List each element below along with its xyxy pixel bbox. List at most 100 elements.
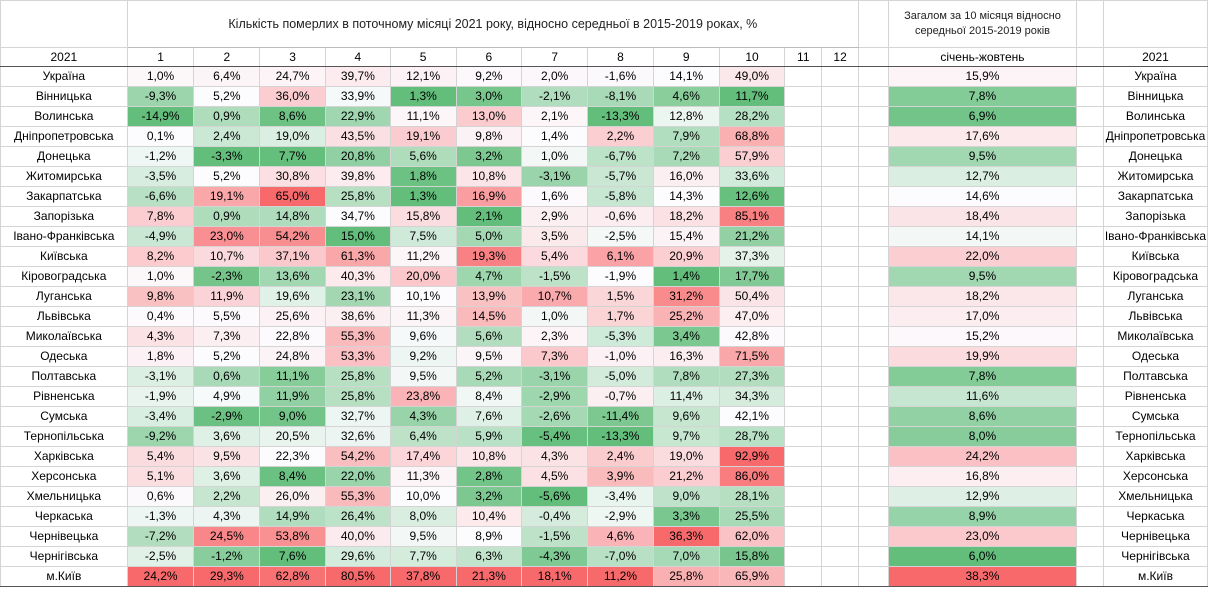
month-value-cell: -2,9% — [587, 506, 654, 527]
month-value-cell: 9,5% — [455, 346, 523, 367]
month-value-cell: 16,3% — [652, 346, 720, 367]
total-value-cell: 7,8% — [887, 366, 1078, 387]
table-row: Івано-Франківська -4,9% 23,0% 54,2% 15,0% 7,5… — [0, 226, 1208, 247]
month-value-cell: 15,8% — [389, 206, 457, 227]
month-value-cell: 1,5% — [587, 286, 654, 307]
empty-month-cell — [821, 166, 860, 187]
month-value-cell: 0,9% — [193, 206, 261, 227]
header-row: 2021 1 2 3 4 5 6 7 8 9 10 11 12 січень-жовтень 2021 — [0, 47, 1208, 67]
month-value-cell: 31,2% — [652, 286, 720, 307]
month-value-cell: 62,0% — [718, 526, 786, 547]
month-value-cell: 0,1% — [126, 126, 195, 147]
month-value-cell: 62,8% — [259, 566, 326, 587]
month-value-cell: 14,5% — [455, 306, 523, 327]
month-value-cell: 9,8% — [455, 126, 523, 147]
region-name: Житомирська — [0, 166, 128, 187]
region-name: Херсонська — [0, 466, 128, 487]
month-value-cell: 8,4% — [455, 386, 523, 407]
month-value-cell: -1,2% — [126, 146, 195, 167]
region-name-right: Хмельницька — [1102, 486, 1208, 507]
month-value-cell: 20,0% — [389, 266, 457, 287]
month-value-cell: 3,4% — [652, 326, 720, 347]
total-title: Загалом за 10 місяця відносно середньої … — [887, 0, 1078, 48]
month-value-cell: 2,1% — [521, 106, 589, 127]
month-value-cell: 12,8% — [652, 106, 720, 127]
empty-month-cell — [821, 106, 860, 127]
month-value-cell: -0,7% — [587, 386, 654, 407]
month-header: 1 — [126, 47, 195, 67]
month-value-cell: 7,6% — [259, 546, 326, 567]
period-header: січень-жовтень — [887, 47, 1078, 67]
region-name: Донецька — [0, 146, 128, 167]
month-value-cell: 1,4% — [652, 266, 720, 287]
table-body: Кількість померлих в поточному місяці 20… — [0, 0, 1208, 587]
month-value-cell: 11,2% — [587, 566, 654, 587]
month-value-cell: 33,9% — [324, 86, 391, 107]
month-value-cell: 6,1% — [587, 246, 654, 267]
total-value-cell: 9,5% — [887, 146, 1078, 167]
month-value-cell: 3,0% — [455, 86, 523, 107]
empty-month-cell — [821, 486, 860, 507]
empty-month-cell — [784, 66, 823, 87]
total-value-cell: 18,2% — [887, 286, 1078, 307]
table-row: Рівненська -1,9% 4,9% 11,9% 25,8% 23,8% 8,4% -2… — [0, 386, 1208, 407]
region-name: Хмельницька — [0, 486, 128, 507]
month-value-cell: 61,3% — [324, 246, 391, 267]
month-value-cell: 2,4% — [193, 126, 261, 147]
month-value-cell: 5,2% — [193, 86, 261, 107]
region-name-right: Миколаївська — [1102, 326, 1208, 347]
region-name: Чернігівська — [0, 546, 128, 567]
month-value-cell: 9,5% — [389, 526, 457, 547]
month-value-cell: 5,2% — [193, 166, 261, 187]
empty-month-cell — [784, 506, 823, 527]
month-value-cell: -3,1% — [521, 166, 589, 187]
month-value-cell: 10,0% — [389, 486, 457, 507]
month-value-cell: 37,3% — [718, 246, 786, 267]
region-name: Тернопільська — [0, 426, 128, 447]
region-name: Дніпропетровська — [0, 126, 128, 147]
empty-month-cell — [784, 246, 823, 267]
empty-month-cell — [821, 226, 860, 247]
month-value-cell: 1,0% — [521, 306, 589, 327]
month-header: 9 — [652, 47, 720, 67]
month-value-cell: -3,3% — [193, 146, 261, 167]
month-value-cell: 9,7% — [652, 426, 720, 447]
empty-month-cell — [784, 126, 823, 147]
month-value-cell: 9,5% — [193, 446, 261, 467]
table-row: Луганська 9,8% 11,9% 19,6% 23,1% 10,1% 13,9% 10… — [0, 286, 1208, 307]
empty-month-cell — [821, 566, 860, 587]
empty-month-cell — [821, 246, 860, 267]
total-value-cell: 8,0% — [887, 426, 1078, 447]
month-value-cell: 3,3% — [652, 506, 720, 527]
month-value-cell: 3,2% — [455, 146, 523, 167]
month-value-cell: 3,9% — [587, 466, 654, 487]
empty-month-cell — [821, 206, 860, 227]
month-value-cell: 8,2% — [126, 246, 195, 267]
empty-month-cell — [784, 346, 823, 367]
region-name-right: Херсонська — [1102, 466, 1208, 487]
month-value-cell: -6,6% — [126, 186, 195, 207]
month-header: 2 — [193, 47, 261, 67]
month-value-cell: 42,8% — [718, 326, 786, 347]
month-value-cell: 2,2% — [587, 126, 654, 147]
region-name: Черкаська — [0, 506, 128, 527]
table-row: Київська 8,2% 10,7% 37,1% 61,3% 11,2% 19,3% 5,4… — [0, 246, 1208, 267]
month-value-cell: 10,8% — [455, 446, 523, 467]
region-name: Україна — [0, 66, 128, 87]
month-value-cell: -0,4% — [521, 506, 589, 527]
month-header: 7 — [521, 47, 589, 67]
empty-month-cell — [784, 546, 823, 567]
month-value-cell: 2,4% — [587, 446, 654, 467]
month-value-cell: 5,9% — [455, 426, 523, 447]
region-name-right: Чернівецька — [1102, 526, 1208, 547]
month-value-cell: 3,6% — [193, 426, 261, 447]
table-row: Україна 1,0% 6,4% 24,7% 39,7% 12,1% 9,2% 2,0% -1… — [0, 66, 1208, 87]
region-name-right: м.Київ — [1102, 566, 1208, 587]
empty-month-cell — [784, 226, 823, 247]
month-value-cell: 4,9% — [193, 386, 261, 407]
month-value-cell: 9,6% — [389, 326, 457, 347]
table-row: Кіровоградська 1,0% -2,3% 13,6% 40,3% 20,0% 4,… — [0, 266, 1208, 287]
region-name-right: Київська — [1102, 246, 1208, 267]
month-value-cell: 9,2% — [455, 66, 523, 87]
region-name-right: Закарпатська — [1102, 186, 1208, 207]
